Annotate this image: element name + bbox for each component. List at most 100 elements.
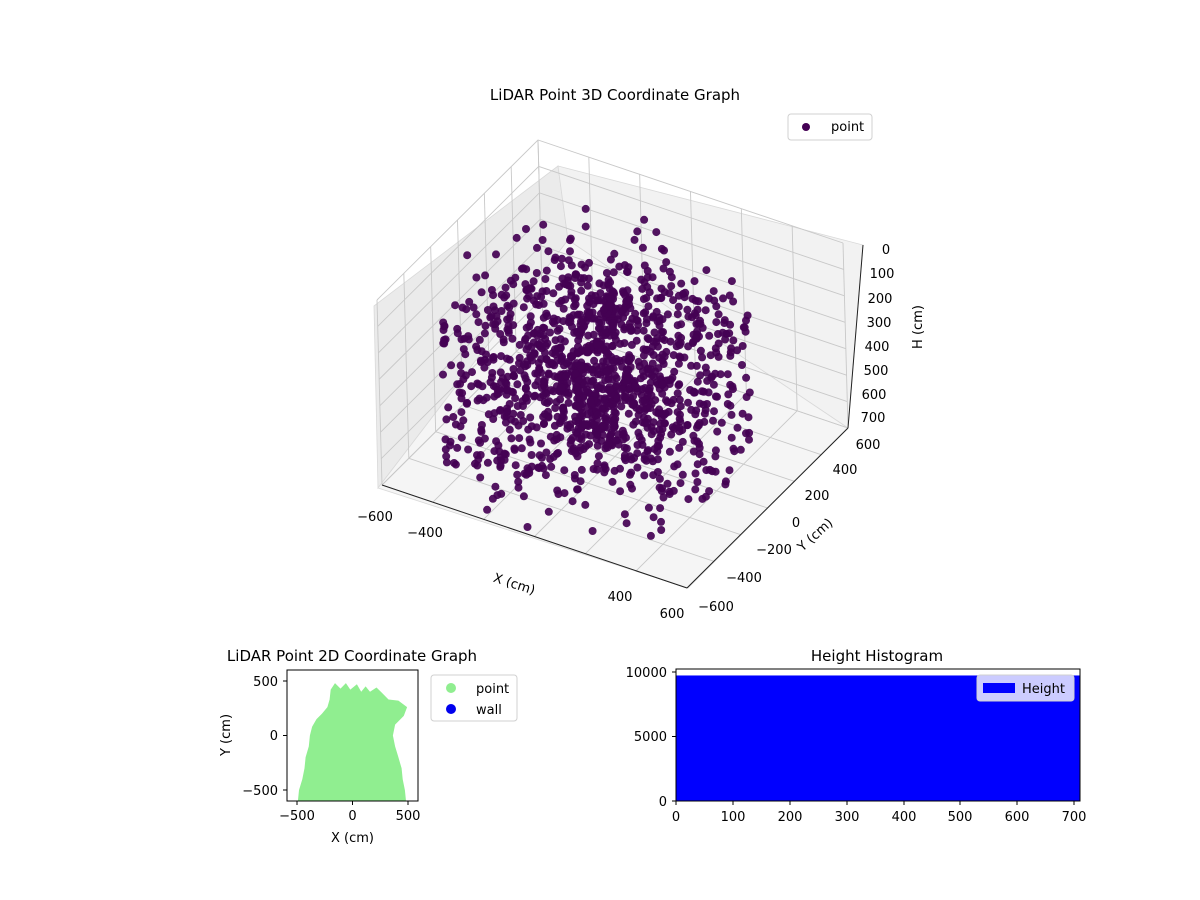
y-tick-label: −500	[242, 784, 278, 799]
point-marker	[527, 342, 536, 351]
y-axis-label: Y (cm)	[794, 516, 836, 556]
point-marker	[677, 279, 686, 288]
point-marker	[575, 331, 584, 340]
grid-line	[403, 273, 410, 459]
point-marker	[634, 410, 643, 419]
point-marker	[483, 458, 492, 467]
point-marker	[477, 288, 486, 297]
point-marker	[631, 381, 640, 390]
point-marker	[459, 416, 468, 425]
point-marker	[501, 283, 510, 292]
legend-marker-point	[446, 683, 456, 693]
point-marker	[624, 409, 633, 418]
point-marker	[439, 370, 447, 379]
point-marker	[475, 394, 484, 403]
point-marker	[658, 380, 667, 389]
point-marker	[614, 440, 623, 449]
point-marker	[506, 276, 515, 285]
point-marker	[535, 451, 544, 460]
point-marker	[683, 421, 692, 430]
point-marker	[688, 294, 697, 303]
point-marker	[493, 317, 502, 326]
point-marker	[523, 523, 532, 531]
plot-frame-histogram	[675, 668, 1081, 802]
point-marker	[714, 352, 723, 361]
point-marker	[509, 365, 518, 373]
point-marker	[723, 400, 732, 408]
point-marker	[569, 446, 578, 455]
point-marker	[658, 334, 667, 343]
x-tick-label: 600	[1005, 810, 1030, 825]
point-marker	[699, 387, 708, 396]
point-marker	[502, 386, 511, 395]
point-marker	[449, 413, 458, 421]
point-marker	[457, 433, 466, 442]
point-marker	[552, 449, 561, 458]
h-tick-label: 600	[862, 388, 887, 403]
point-marker	[577, 286, 586, 295]
point-marker	[456, 361, 465, 370]
point-marker	[497, 489, 506, 498]
point-marker	[526, 438, 535, 447]
h-tick-label: 400	[865, 340, 890, 355]
point-marker	[546, 328, 554, 337]
grid-line	[376, 299, 383, 486]
y-tick-label: 500	[253, 675, 278, 690]
point-marker	[491, 482, 500, 491]
point-marker	[564, 318, 573, 327]
h-tick-label: 300	[867, 316, 892, 331]
legend-label-height: Height	[1022, 682, 1065, 697]
point-marker	[552, 398, 561, 406]
point-marker	[593, 370, 602, 379]
point-marker	[662, 258, 671, 267]
point-marker	[678, 437, 687, 446]
h-tick-label: 200	[868, 292, 893, 307]
point-marker	[529, 277, 538, 286]
point-marker	[465, 297, 474, 306]
point-marker	[468, 368, 476, 377]
point-marker	[608, 477, 617, 486]
point-marker	[583, 301, 592, 310]
legend-histogram: Height	[976, 674, 1075, 702]
point-marker	[736, 445, 745, 454]
point-marker	[567, 287, 576, 296]
point-marker	[509, 371, 518, 380]
point-marker	[526, 318, 535, 327]
point-marker	[564, 256, 573, 265]
point-marker	[727, 277, 736, 286]
point-marker	[646, 378, 655, 387]
point-marker	[633, 463, 642, 472]
point-marker	[619, 305, 628, 314]
x-tick-label: −600	[357, 510, 393, 525]
point-marker	[718, 328, 727, 337]
point-marker	[612, 355, 621, 363]
point-marker	[609, 268, 618, 277]
lidar-3d-chart: LiDAR Point 3D Coordinate Graph −600 −40…	[357, 86, 926, 622]
point-marker	[501, 418, 510, 427]
point-marker	[649, 337, 658, 346]
point-marker	[476, 356, 485, 365]
point-marker	[608, 342, 616, 351]
point-marker	[511, 394, 520, 403]
point-marker	[620, 339, 629, 348]
point-marker	[655, 474, 664, 483]
point-marker	[450, 459, 459, 467]
point-marker	[667, 282, 676, 291]
point-marker	[489, 291, 498, 300]
point-marker	[556, 335, 565, 344]
point-marker	[593, 383, 602, 392]
point-marker	[643, 315, 651, 324]
point-marker	[460, 334, 469, 343]
point-marker	[474, 455, 483, 464]
point-marker	[656, 504, 665, 513]
point-marker	[641, 384, 650, 392]
point-marker	[521, 393, 530, 402]
point-marker	[523, 378, 532, 386]
point-marker	[492, 250, 500, 259]
point-marker	[663, 479, 672, 488]
point-marker	[626, 323, 635, 332]
point-marker	[646, 531, 655, 540]
point-marker	[659, 264, 668, 273]
point-marker	[699, 400, 708, 409]
point-marker	[675, 423, 684, 432]
